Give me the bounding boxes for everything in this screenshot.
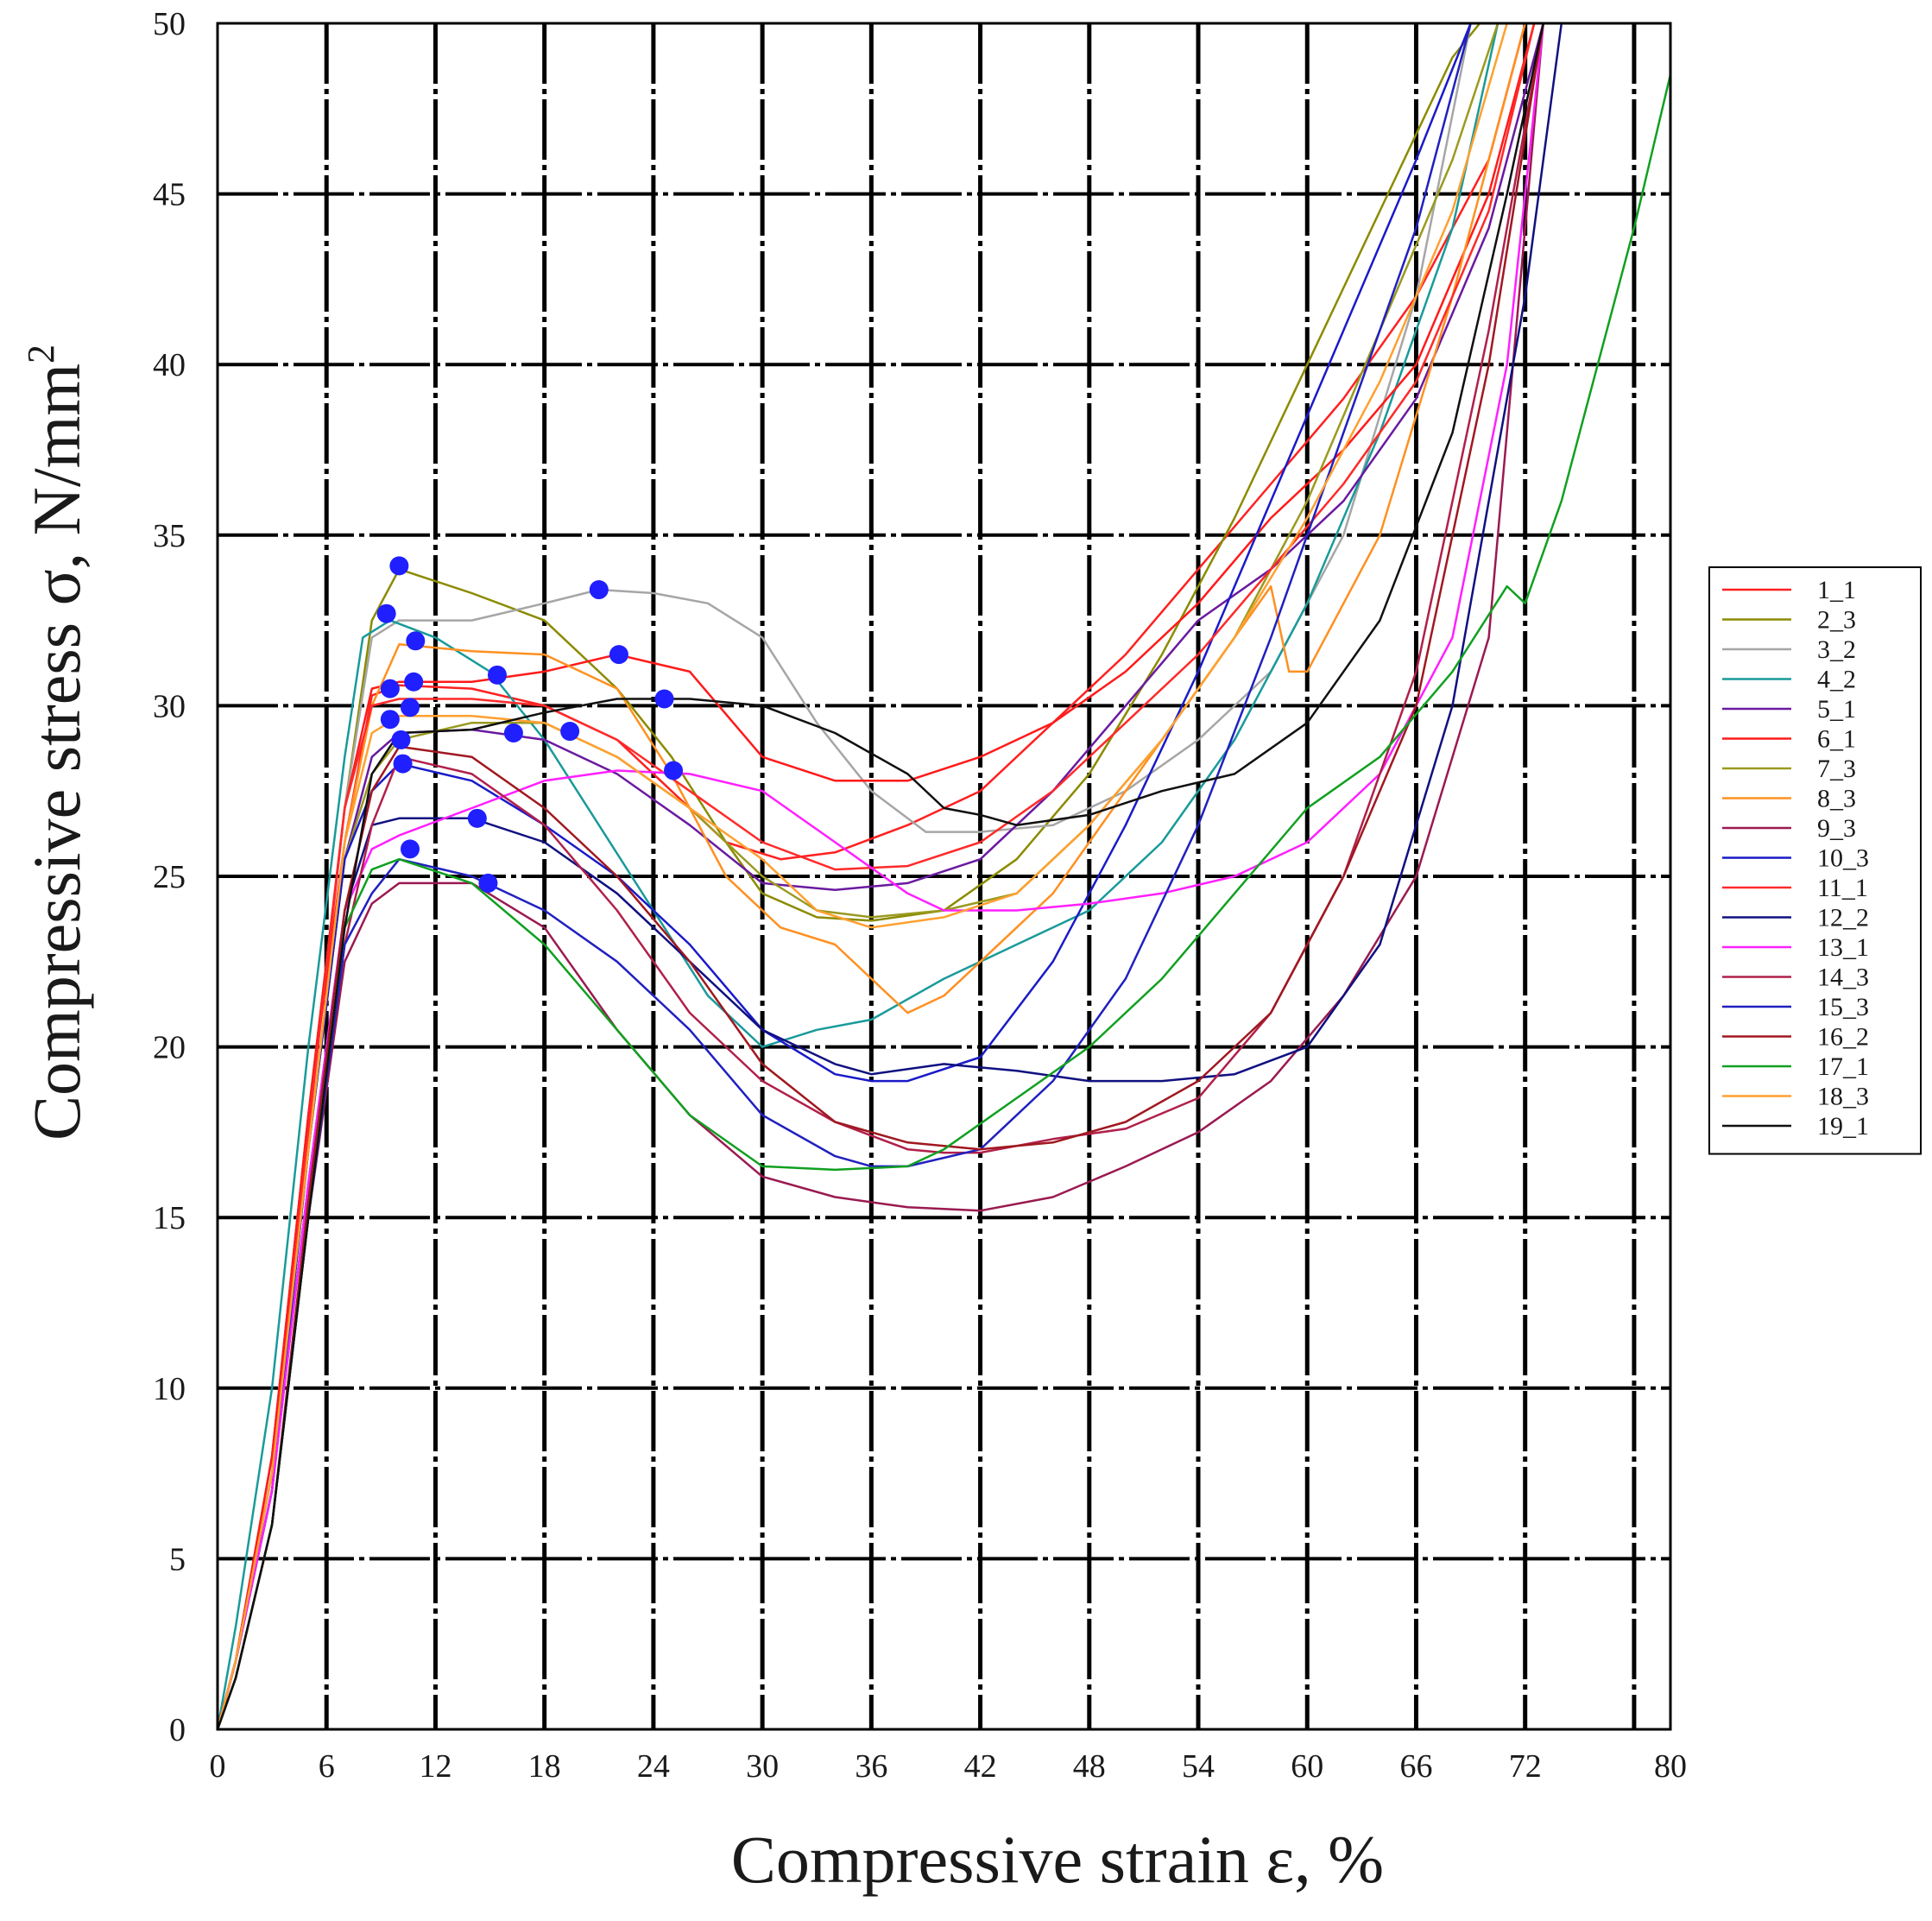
tick-labels: 0 6 12 18 24 30 36 42 48 54 60 66 72 80 0 5 10 15 20 25 30 35…	[153, 6, 1687, 1785]
series-line-4_2	[216, 22, 1500, 1730]
peak-markers	[376, 556, 684, 893]
y-tick-label: 15	[153, 1200, 186, 1236]
legend-label: 18_3	[1817, 1083, 1869, 1111]
peak-marker	[467, 808, 487, 828]
grid	[218, 23, 1670, 1729]
series-line-11_1	[216, 22, 1536, 1730]
axes	[216, 22, 1672, 1731]
y-tick-label: 50	[153, 6, 186, 42]
legend-label: 5_1	[1817, 695, 1856, 724]
x-tick-label: 54	[1182, 1748, 1215, 1785]
legend-label: 13_1	[1817, 933, 1869, 962]
y-tick-label: 5	[169, 1541, 186, 1577]
legend-label: 14_3	[1817, 964, 1869, 992]
peak-marker	[391, 730, 411, 749]
series-lines	[216, 22, 1672, 1730]
y-axis-title-superscript: 2	[20, 344, 62, 363]
peak-marker	[487, 665, 507, 685]
legend-label: 16_2	[1817, 1023, 1869, 1052]
x-tick-label: 18	[528, 1748, 561, 1785]
y-axis-title: Compressive stress σ, N/mm2	[19, 344, 94, 1141]
y-tick-label: 45	[153, 177, 186, 213]
peak-marker	[404, 672, 424, 692]
series-line-18_3	[216, 22, 1508, 1730]
y-tick-label: 30	[153, 688, 186, 724]
series-line-19_1	[216, 22, 1544, 1730]
peak-marker	[389, 556, 409, 576]
x-tick-label: 42	[964, 1748, 997, 1785]
peak-marker	[380, 679, 400, 698]
peak-marker	[393, 754, 413, 774]
legend-label: 9_3	[1817, 814, 1856, 843]
legend-label: 4_2	[1817, 666, 1856, 694]
x-tick-label: 24	[637, 1748, 670, 1785]
y-tick-label: 40	[153, 347, 186, 383]
x-tick-label: 30	[746, 1748, 779, 1785]
peak-marker	[406, 631, 426, 651]
peak-marker	[400, 839, 420, 859]
peak-marker	[589, 580, 609, 600]
x-tick-label: 36	[855, 1748, 887, 1785]
peak-marker	[400, 698, 420, 717]
x-tick-label: 60	[1291, 1748, 1323, 1785]
x-tick-label: 66	[1399, 1748, 1432, 1785]
peak-marker	[609, 645, 628, 665]
peak-marker	[376, 603, 396, 623]
x-tick-label: 0	[210, 1748, 226, 1785]
legend-label: 1_1	[1817, 576, 1856, 604]
legend-label: 19_1	[1817, 1112, 1869, 1141]
x-axis-title: Compressive strain ε, %	[731, 1822, 1384, 1897]
peak-marker	[664, 761, 684, 780]
legend: 1_12_33_24_25_16_17_38_39_310_311_112_21…	[1708, 566, 1922, 1155]
peak-marker	[654, 689, 674, 709]
legend-label: 3_2	[1817, 635, 1856, 664]
peak-marker	[560, 722, 580, 742]
legend-label: 15_3	[1817, 993, 1869, 1021]
y-axis-title-text: Compressive stress σ, N/mm	[19, 363, 94, 1141]
legend-label: 7_3	[1817, 755, 1856, 783]
y-tick-label: 10	[153, 1371, 186, 1407]
series-line-15_3	[216, 22, 1472, 1730]
peak-marker	[503, 724, 523, 743]
plot-frame	[216, 22, 1672, 1731]
legend-label: 12_2	[1817, 904, 1869, 932]
x-tick-label: 80	[1654, 1748, 1687, 1785]
series-line-8_3	[216, 22, 1526, 1730]
y-tick-label: 0	[169, 1712, 186, 1748]
legend-label: 6_1	[1817, 725, 1856, 754]
legend-label: 17_1	[1817, 1052, 1869, 1081]
peak-marker	[380, 710, 400, 730]
legend-label: 8_3	[1817, 785, 1856, 813]
legend-box	[1708, 566, 1922, 1155]
series-line-17_1	[216, 74, 1672, 1730]
y-tick-label: 20	[153, 1030, 186, 1066]
x-tick-label: 72	[1509, 1748, 1542, 1785]
y-tick-label: 25	[153, 859, 186, 895]
x-tick-label: 48	[1073, 1748, 1106, 1785]
legend-label: 2_3	[1817, 606, 1856, 635]
y-tick-label: 35	[153, 518, 186, 554]
x-tick-label: 12	[419, 1748, 451, 1785]
x-tick-label: 6	[319, 1748, 335, 1785]
legend-label: 11_1	[1817, 874, 1868, 902]
legend-label: 10_3	[1817, 844, 1869, 873]
peak-marker	[478, 873, 498, 893]
series-line-16_2	[216, 22, 1544, 1730]
